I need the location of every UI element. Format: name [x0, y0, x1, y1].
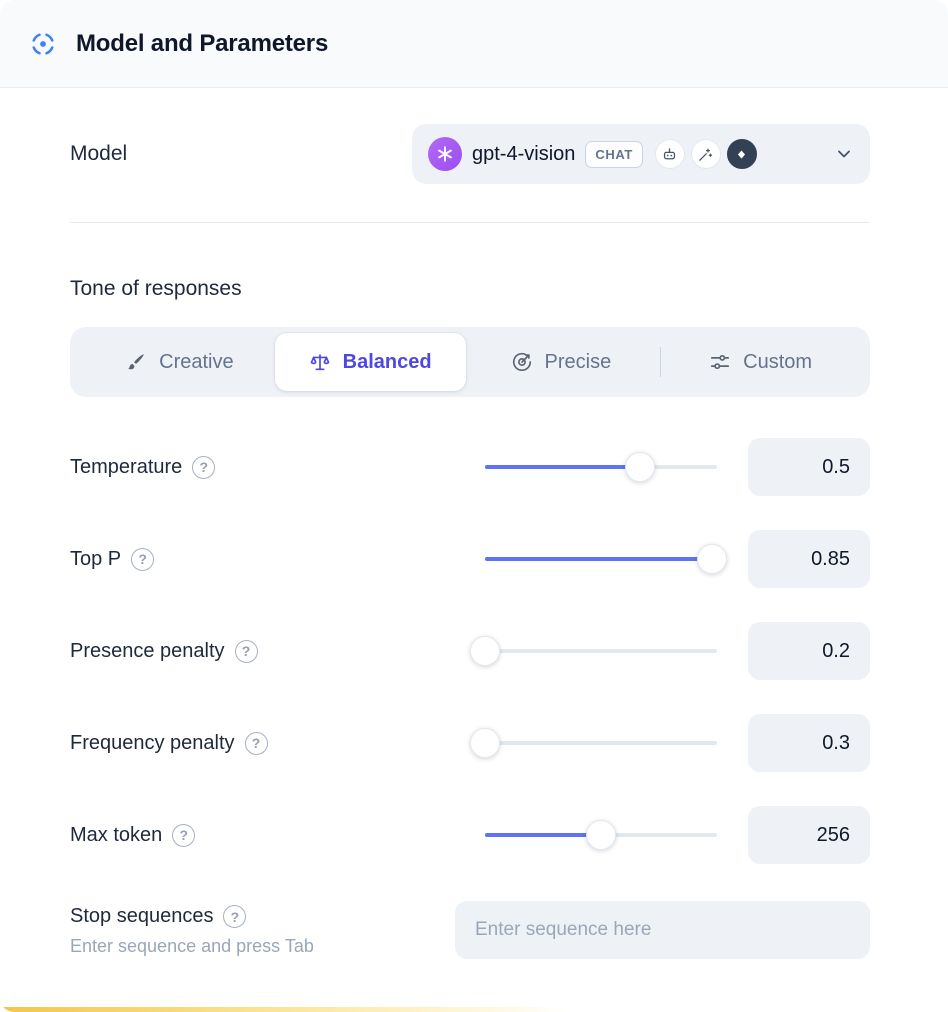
- scale-icon: [309, 351, 331, 373]
- wand-icon: [690, 139, 721, 169]
- param-row-top-p: Top P ? 0.85: [70, 513, 870, 605]
- brush-icon: [125, 351, 147, 373]
- param-row-max-token: Max token ? 256: [70, 789, 870, 881]
- help-icon[interactable]: ?: [234, 639, 258, 663]
- stop-sequences-hint: Enter sequence and press Tab: [70, 936, 314, 956]
- slider-track: [485, 741, 717, 745]
- tone-option-label: Custom: [743, 350, 813, 373]
- page-edge-glow: [0, 1007, 569, 1012]
- help-icon[interactable]: ?: [244, 731, 268, 755]
- max-token-value[interactable]: 256: [748, 806, 870, 864]
- help-icon[interactable]: ?: [223, 905, 247, 928]
- param-row-presence-penalty: Presence penalty ? 0.2: [70, 605, 870, 697]
- model-scan-icon: [28, 29, 58, 59]
- max-token-slider[interactable]: [485, 819, 717, 851]
- tone-option-custom[interactable]: Custom: [665, 333, 856, 391]
- param-label: Presence penalty: [70, 639, 225, 662]
- section-divider: [70, 222, 870, 223]
- panel-title: Model and Parameters: [76, 29, 329, 57]
- slider-fill: [485, 557, 713, 561]
- slider-thumb[interactable]: [625, 452, 656, 482]
- top-p-value[interactable]: 0.85: [748, 530, 870, 588]
- help-icon[interactable]: ?: [172, 823, 196, 847]
- openai-logo: [428, 137, 462, 171]
- tone-segmented-control: Creative Balanced: [70, 327, 870, 397]
- tone-heading: Tone of responses: [70, 277, 242, 300]
- param-row-temperature: Temperature ? 0.5: [70, 421, 870, 513]
- tone-option-label: Precise: [544, 350, 612, 373]
- slider-thumb[interactable]: [586, 820, 616, 850]
- temperature-value[interactable]: 0.5: [748, 438, 870, 496]
- segment-separator: [660, 347, 662, 377]
- slider-fill: [485, 465, 641, 469]
- vision-icon: [726, 139, 757, 169]
- model-select[interactable]: gpt-4-vision CHAT: [412, 124, 870, 184]
- param-label: Top P: [70, 547, 122, 570]
- parameters-list: Temperature ? 0.5 Top P ?: [70, 421, 870, 881]
- param-row-frequency-penalty: Frequency penalty ? 0.3: [70, 697, 870, 789]
- slider-thumb[interactable]: [697, 544, 728, 574]
- help-icon[interactable]: ?: [131, 547, 155, 571]
- frequency-penalty-value[interactable]: 0.3: [748, 714, 870, 772]
- param-label: Temperature: [70, 455, 183, 478]
- model-capability-badges: [654, 139, 757, 169]
- tone-option-precise[interactable]: Precise: [466, 333, 657, 391]
- robot-icon: [654, 139, 685, 169]
- slider-fill: [485, 833, 601, 837]
- tone-option-balanced[interactable]: Balanced: [274, 333, 466, 391]
- chevron-down-icon: [834, 144, 854, 164]
- param-label: Frequency penalty: [70, 731, 235, 754]
- presence-penalty-slider[interactable]: [470, 635, 717, 667]
- selected-model-name: gpt-4-vision: [472, 142, 576, 165]
- slider-track: [485, 649, 717, 653]
- sliders-icon: [709, 351, 731, 373]
- temperature-slider[interactable]: [485, 451, 717, 483]
- model-row: Model gpt-4-vision CHAT: [70, 124, 870, 184]
- tone-option-creative[interactable]: Creative: [84, 333, 275, 391]
- slider-thumb[interactable]: [470, 728, 500, 758]
- top-p-slider[interactable]: [485, 543, 728, 575]
- stop-sequences-row: Stop sequences ? Enter sequence and pres…: [70, 901, 870, 959]
- presence-penalty-value[interactable]: 0.2: [748, 622, 870, 680]
- frequency-penalty-slider[interactable]: [470, 727, 717, 759]
- model-label: Model: [70, 142, 128, 165]
- param-label: Max token: [70, 823, 163, 846]
- target-icon: [511, 351, 533, 373]
- model-type-badge: CHAT: [585, 140, 643, 168]
- stop-sequences-label: Stop sequences: [70, 905, 214, 927]
- slider-thumb[interactable]: [470, 636, 500, 666]
- tone-option-label: Creative: [159, 350, 234, 373]
- tone-option-label: Balanced: [342, 350, 432, 373]
- help-icon[interactable]: ?: [192, 455, 216, 479]
- stop-sequence-input[interactable]: [455, 901, 870, 959]
- panel-header: Model and Parameters: [0, 0, 948, 88]
